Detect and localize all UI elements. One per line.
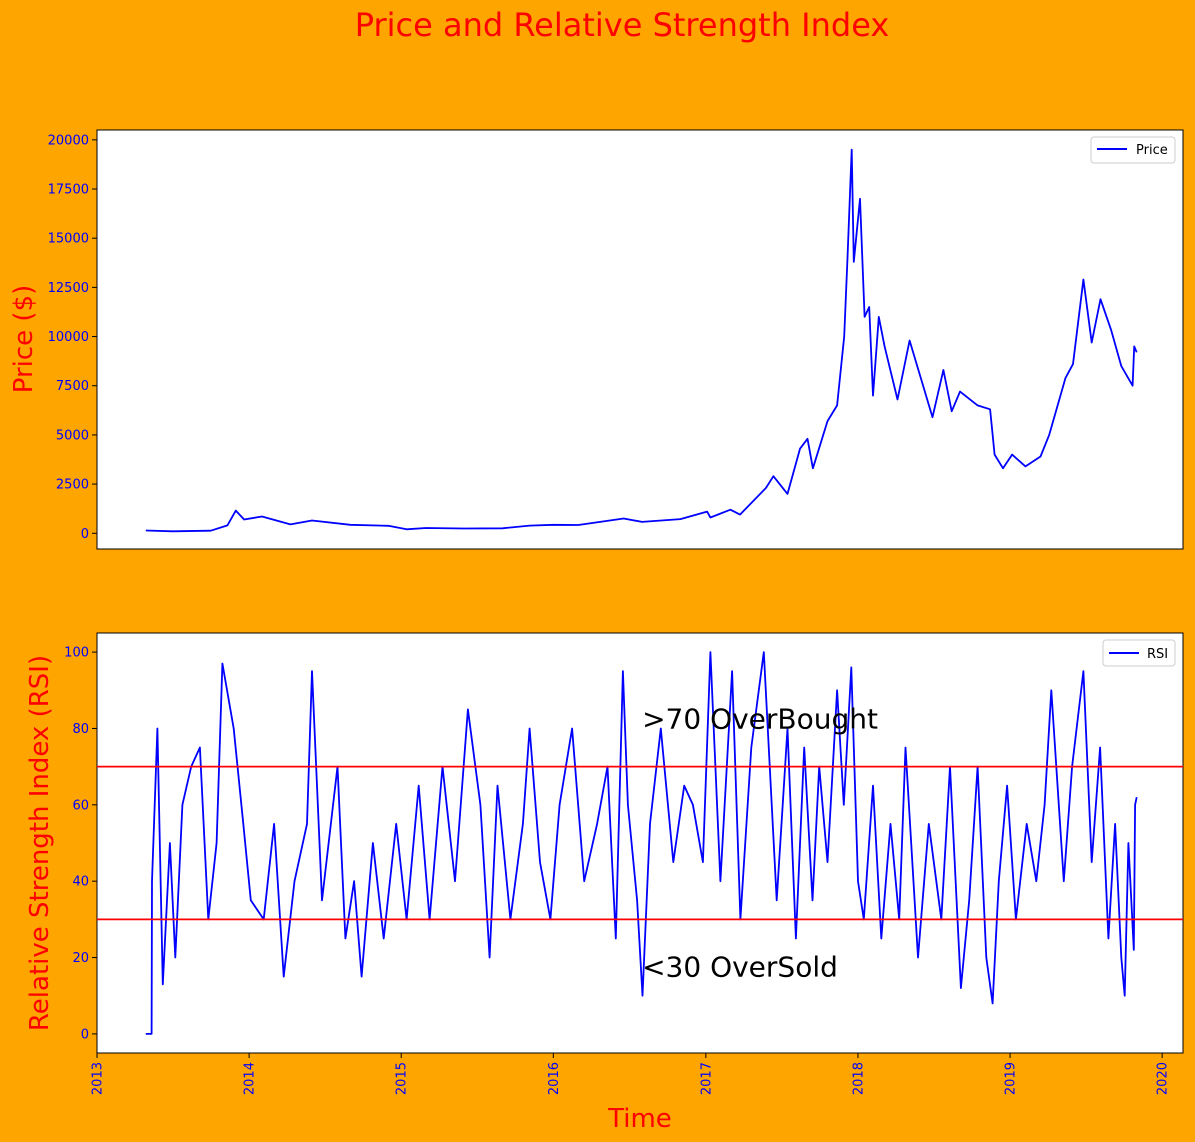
price-y-ticks: 0 2500 5000 7500 10000 12500 15000 17500 20000 xyxy=(48,133,97,542)
y-tick-label: 10000 xyxy=(48,330,89,345)
x-tick-label: 2014 xyxy=(243,1062,258,1095)
y-tick-label: 12500 xyxy=(48,281,89,296)
x-tick-label: 2019 xyxy=(1004,1062,1019,1095)
price-panel: 0 2500 5000 7500 10000 12500 15000 17500 20000 P… xyxy=(9,129,1184,550)
price-legend: Price xyxy=(1090,136,1176,164)
overbought-annotation: >70 OverBought xyxy=(642,702,878,735)
x-tick-label: 2015 xyxy=(395,1062,410,1095)
y-tick-label: 15000 xyxy=(48,232,89,247)
series-line-0 xyxy=(145,651,1138,1035)
rsi-legend-label: RSI xyxy=(1147,647,1168,662)
x-tick-label: 2020 xyxy=(1156,1062,1171,1095)
y-tick-label: 80 xyxy=(72,722,89,737)
price-y-axis-label: Price ($) xyxy=(9,285,39,394)
y-tick-label: 2500 xyxy=(56,478,89,493)
x-tick-label: 2016 xyxy=(547,1062,562,1095)
rsi-series-group xyxy=(145,651,1138,1035)
y-tick-label: 40 xyxy=(72,875,89,890)
price-legend-box xyxy=(1090,136,1176,164)
rsi-plot-area xyxy=(96,632,1184,1054)
rsi-legend: RSI xyxy=(1102,639,1176,667)
price-plot-area xyxy=(96,129,1184,550)
y-tick-label: 20 xyxy=(72,951,89,966)
figure-title: Price and Relative Strength Index xyxy=(355,6,890,44)
y-tick-label: 7500 xyxy=(56,379,89,394)
x-tick-label: 2013 xyxy=(91,1062,106,1095)
y-tick-label: 60 xyxy=(72,798,89,813)
rsi-x-ticks: 2013 2014 2015 2016 2017 2018 2019 2020 xyxy=(91,1053,1171,1095)
y-tick-label: 100 xyxy=(64,646,89,661)
rsi-y-axis-label: Relative Strength Index (RSI) xyxy=(25,655,55,1031)
rsi-reference-lines xyxy=(97,765,1183,921)
price-legend-label: Price xyxy=(1136,143,1168,158)
rsi-x-axis-label: Time xyxy=(607,1104,672,1134)
y-tick-label: 20000 xyxy=(48,133,89,148)
x-tick-label: 2017 xyxy=(699,1062,714,1095)
rsi-y-ticks: 0 20 40 60 80 100 xyxy=(64,646,97,1042)
series-line-0 xyxy=(145,148,1138,533)
oversold-annotation: <30 OverSold xyxy=(642,951,838,984)
y-tick-label: 0 xyxy=(81,1027,89,1042)
y-tick-label: 17500 xyxy=(48,183,89,198)
y-tick-label: 0 xyxy=(81,527,89,542)
y-tick-label: 5000 xyxy=(56,428,89,443)
x-tick-label: 2018 xyxy=(851,1062,866,1095)
price-series-group xyxy=(145,148,1138,533)
